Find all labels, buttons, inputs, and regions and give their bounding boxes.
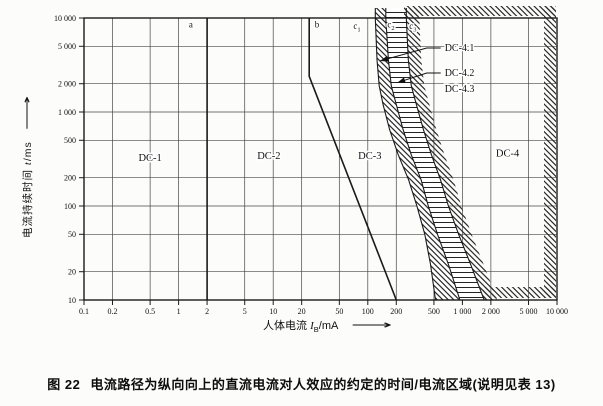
zone-label-dc-4: DC-4 — [496, 149, 520, 160]
curve-c2 — [385, 8, 461, 301]
x-tick-label: 0.2 — [107, 307, 117, 316]
y-tick-label: 20 — [68, 268, 76, 277]
x-tick-label: 10 000 — [546, 307, 568, 316]
x-tick-label: 2 000 — [482, 307, 500, 316]
chart-area: 0.1 0.2 0.5 1 2 5 10 20 50 100 200 500 1 000 2 000 5 0… — [54, 6, 568, 316]
x-tick-label: 20 — [298, 307, 306, 316]
x-axis-symbol-sub: B — [313, 325, 319, 335]
annotation-label: DC-4.1 — [445, 43, 475, 54]
y-axis-unit: /ms — [22, 141, 34, 162]
curve-label-b: b — [315, 20, 320, 30]
axis-ticks: 0.1 0.2 0.5 1 2 5 10 20 50 100 200 500 1 000 2 000 5 0… — [54, 14, 568, 316]
frame-hatch-right — [544, 6, 556, 298]
y-tick-label: 1 000 — [58, 108, 76, 117]
plot-border — [83, 17, 558, 301]
y-tick-label: 100 — [64, 202, 76, 211]
y-tick-label: 500 — [64, 136, 76, 145]
x-axis-label-text: 人体电流 — [263, 320, 308, 332]
x-tick-label: 5 — [243, 307, 247, 316]
x-tick-label: 10 — [269, 307, 277, 316]
zone-label-dc-3: DC-3 — [358, 151, 381, 162]
subzone-annotations: DC-4.1 DC-4.2 DC-4.3 — [379, 41, 476, 97]
y-axis-symbol: t — [23, 161, 34, 166]
curve-label-c2: c2 — [387, 20, 394, 32]
zone-labels: DC-1 DC-2 DC-3 DC-4 a b c1 c2 c3 — [137, 18, 521, 165]
chart-svg: 0.1 0.2 0.5 1 2 5 10 20 50 100 200 500 1 000 2 000 5 0… — [54, 6, 568, 316]
annotation-arrow — [379, 47, 441, 62]
x-tick-label: 200 — [390, 307, 402, 316]
x-tick-label: 0.1 — [79, 307, 89, 316]
annotation-arrow — [397, 72, 441, 84]
x-tick-label: 500 — [428, 307, 440, 316]
figure-caption: 图 22 电流路径为纵向向上的直流电流对人效应的约定的时间/电流区域(说明见表 1… — [0, 374, 603, 393]
band-dc-4-3 — [406, 8, 498, 300]
zone-label-dc-1: DC-1 — [138, 153, 161, 164]
x-axis-symbol: I — [310, 320, 314, 332]
y-tick-label: 50 — [68, 230, 76, 239]
y-tick-label: 10 — [68, 296, 76, 305]
frame-hatch-bottom — [483, 287, 556, 298]
y-tick-label: 5 000 — [58, 42, 76, 51]
x-axis-unit: /mA — [318, 320, 338, 332]
figure-number: 图 22 — [47, 377, 81, 392]
x-tick-label: 1 — [177, 307, 181, 316]
plot-grid — [84, 18, 557, 300]
y-axis-title: 电流持续时间 t/ms ⟶ — [20, 78, 36, 238]
curve-b — [308, 18, 398, 301]
x-axis-arrow-icon: ⟶ — [350, 318, 393, 332]
y-axis-label-text: 电流持续时间 — [22, 169, 34, 238]
x-tick-label: 1 000 — [453, 307, 471, 316]
zone-label-dc-2: DC-2 — [257, 151, 280, 162]
x-tick-label: 2 — [205, 307, 209, 316]
x-tick-label: 0.5 — [145, 307, 155, 316]
y-tick-label: 10 000 — [54, 14, 76, 23]
annotation-label: DC-4.3 — [445, 84, 475, 95]
x-tick-label: 50 — [335, 307, 343, 316]
figure-caption-text: 电流路径为纵向向上的直流电流对人效应的约定的时间/电流区域(说明见表 13) — [90, 377, 556, 392]
annotation-label: DC-4.2 — [445, 68, 475, 79]
curve-label-a: a — [189, 20, 193, 30]
curve-c1 — [374, 8, 437, 301]
curve-label-c1: c1 — [353, 21, 360, 33]
band-dc-4-1 — [375, 8, 460, 300]
curve-label-c3: c3 — [409, 21, 416, 33]
x-tick-label: 5 000 — [520, 307, 538, 316]
boundary-curves — [206, 8, 485, 301]
y-tick-label: 200 — [64, 174, 76, 183]
frame-hatch-top — [404, 6, 556, 16]
x-axis-title: 人体电流 IB/mA ⟶ — [0, 317, 603, 334]
y-axis-arrow-icon: ⟶ — [20, 94, 34, 131]
y-tick-label: 2 000 — [58, 80, 76, 89]
x-tick-label: 100 — [362, 307, 374, 316]
